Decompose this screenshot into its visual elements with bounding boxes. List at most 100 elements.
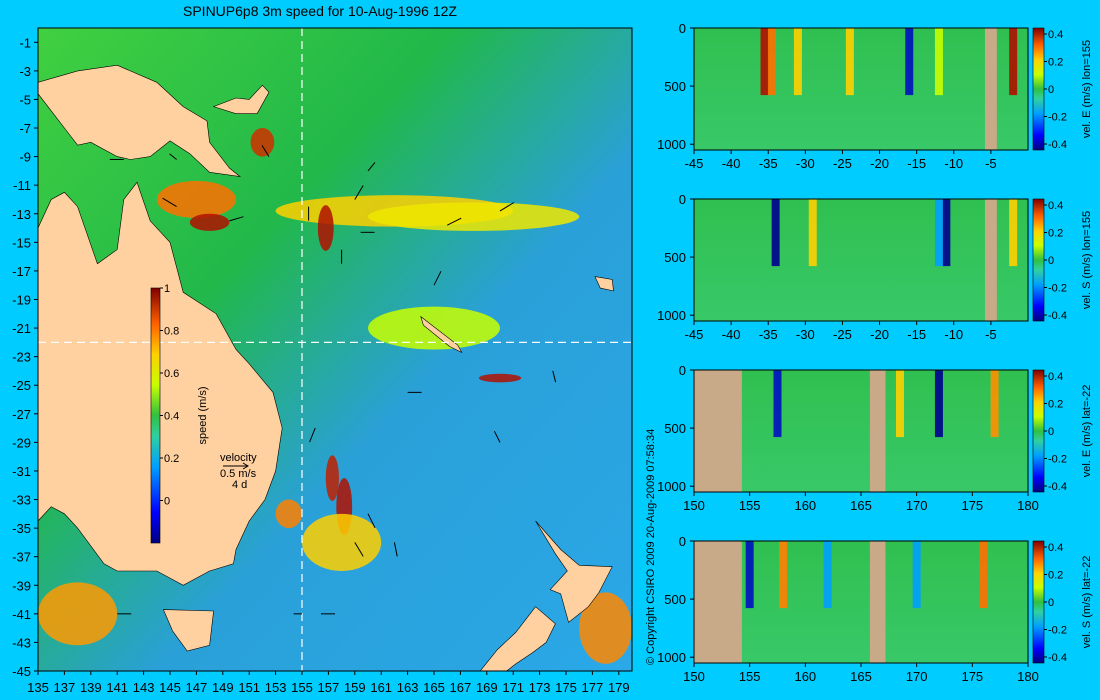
map-x-tick-label: 139: [80, 680, 102, 695]
land-new-guinea: [38, 64, 242, 178]
map-x-tick-label: 171: [502, 680, 524, 695]
land-new-caledonia: [420, 315, 463, 354]
section-ylabel: vel. S (m/s) lon=155: [1081, 211, 1093, 309]
map-y-tick-label: -1: [19, 35, 31, 50]
section-x-tick-label: 160: [794, 669, 816, 684]
section-y-tick-label: 0: [679, 192, 686, 207]
speed-feature: [189, 213, 230, 231]
section-y-tick-label: 1000: [657, 308, 686, 323]
map-y-tick-label: -3: [19, 64, 31, 79]
section-feature: [767, 28, 776, 96]
section-feature: [779, 541, 788, 609]
map-y-tick-label: -7: [19, 121, 31, 136]
map-y-tick-label: -15: [12, 235, 31, 250]
section-frame: [693, 27, 1029, 151]
section-colorbar-tick-label: -0.2: [1048, 283, 1067, 295]
section-colorbar-tick-label: -0.2: [1048, 112, 1067, 124]
section-colorbar-tick-label: 0.2: [1048, 570, 1063, 582]
speed-feature: [275, 499, 302, 529]
section-feature: [808, 199, 817, 267]
velocity-arrow: [354, 542, 364, 557]
section-feature: [1009, 28, 1018, 96]
section-feature: [760, 28, 769, 96]
velocity-arrow: [499, 202, 515, 212]
map-y-tick-label: -31: [12, 464, 31, 479]
map-x-tick-label: 163: [397, 680, 419, 695]
section-ylabel: vel. E (m/s) lat=-22: [1081, 385, 1093, 478]
section-x-tick-label: -30: [796, 327, 815, 342]
speed-feature: [325, 455, 339, 501]
velocity-arrow: [261, 145, 270, 157]
land-new-zealand-south: [479, 606, 556, 671]
velocity-key-speed: 0.5 m/s: [220, 468, 257, 480]
section-feature: [979, 541, 988, 609]
section-land: [984, 199, 997, 321]
speed-feature: [250, 128, 275, 157]
speed-colorbar: [150, 287, 161, 544]
section-colorbar-tick-label: 0.2: [1048, 228, 1063, 240]
speed-feature: [302, 513, 382, 571]
colorbar-tick-label: 0.8: [164, 326, 179, 338]
map-x-tick-label: 135: [27, 680, 49, 695]
map-y-tick-label: -5: [19, 92, 31, 107]
velocity-arrow: [169, 153, 177, 160]
section-y-tick-label: 500: [664, 421, 686, 436]
speed-feature: [156, 180, 236, 219]
section-feature: [845, 28, 854, 96]
section-x-tick-label: 150: [683, 669, 705, 684]
section-feature: [934, 28, 943, 96]
map-x-tick-label: 141: [106, 680, 128, 695]
velocity-arrow: [354, 185, 364, 200]
section-x-tick-label: 175: [961, 498, 983, 513]
map-y-tick-label: -11: [13, 178, 31, 193]
section-feature: [1009, 199, 1018, 267]
section-x-tick-label: 160: [794, 498, 816, 513]
section-panel-3: 150 155 160 165 170 175 180 0 500 1000 0.4 0.2 0 -0.2…: [657, 363, 1093, 513]
section-y-tick-label: 500: [664, 250, 686, 265]
section-y-tick-label: 1000: [657, 137, 686, 152]
section-x-tick-label: -20: [870, 327, 889, 342]
map-y-tick-label: -17: [12, 264, 31, 279]
map-x-tick-label: 153: [265, 680, 287, 695]
map-x-tick-label: 167: [450, 680, 472, 695]
velocity-arrow: [393, 542, 398, 557]
section-panel-1: -45 -40 -35 -30 -25 -20 -15 -10 -5 0 500 1000 0.4 0.2…: [657, 21, 1093, 171]
section-field: [694, 541, 1028, 663]
speed-feature: [368, 202, 580, 231]
section-field: [694, 28, 1028, 150]
section-y-tick-label: 0: [679, 534, 686, 549]
section-colorbar-tick-label: 0.2: [1048, 399, 1063, 411]
section-feature: [771, 199, 780, 267]
section-x-tick-label: 155: [739, 669, 761, 684]
map-x-tick-label: 155: [291, 680, 313, 695]
section-feature: [912, 541, 921, 609]
map-y-tick-label: -41: [12, 607, 31, 622]
section-colorbar-tick-label: -0.4: [1048, 652, 1067, 664]
section-x-tick-label: -40: [722, 156, 741, 171]
section-colorbar-tick-label: 0: [1048, 255, 1054, 267]
section-x-tick-label: -25: [833, 156, 852, 171]
section-x-tick-label: 165: [850, 669, 872, 684]
map-x-tick-label: 143: [133, 680, 155, 695]
map-x-tick-label: 175: [555, 680, 577, 695]
speed-feature: [317, 205, 334, 251]
speed-feature: [579, 592, 632, 664]
section-land: [869, 370, 886, 492]
section-panel-4: 150 155 160 165 170 175 180 0 500 1000 0.4 0.2 0 -0.2…: [657, 534, 1093, 684]
section-feature: [745, 541, 754, 609]
section-field: [694, 370, 1028, 492]
section-x-tick-label: -35: [759, 327, 778, 342]
section-land: [869, 541, 886, 663]
section-y-tick-label: 500: [664, 79, 686, 94]
land-tasmania: [162, 609, 214, 652]
section-y-tick-label: 1000: [657, 479, 686, 494]
section-colorbar: [1032, 369, 1045, 493]
section-x-tick-label: -45: [685, 327, 704, 342]
section-feature: [942, 199, 951, 267]
section-land: [694, 370, 742, 492]
map-y-tick-label: -43: [12, 635, 31, 650]
section-colorbar: [1032, 540, 1045, 664]
map-y-tick-label: -9: [19, 150, 31, 165]
velocity-arrow: [433, 270, 442, 286]
section-field: [694, 199, 1028, 321]
